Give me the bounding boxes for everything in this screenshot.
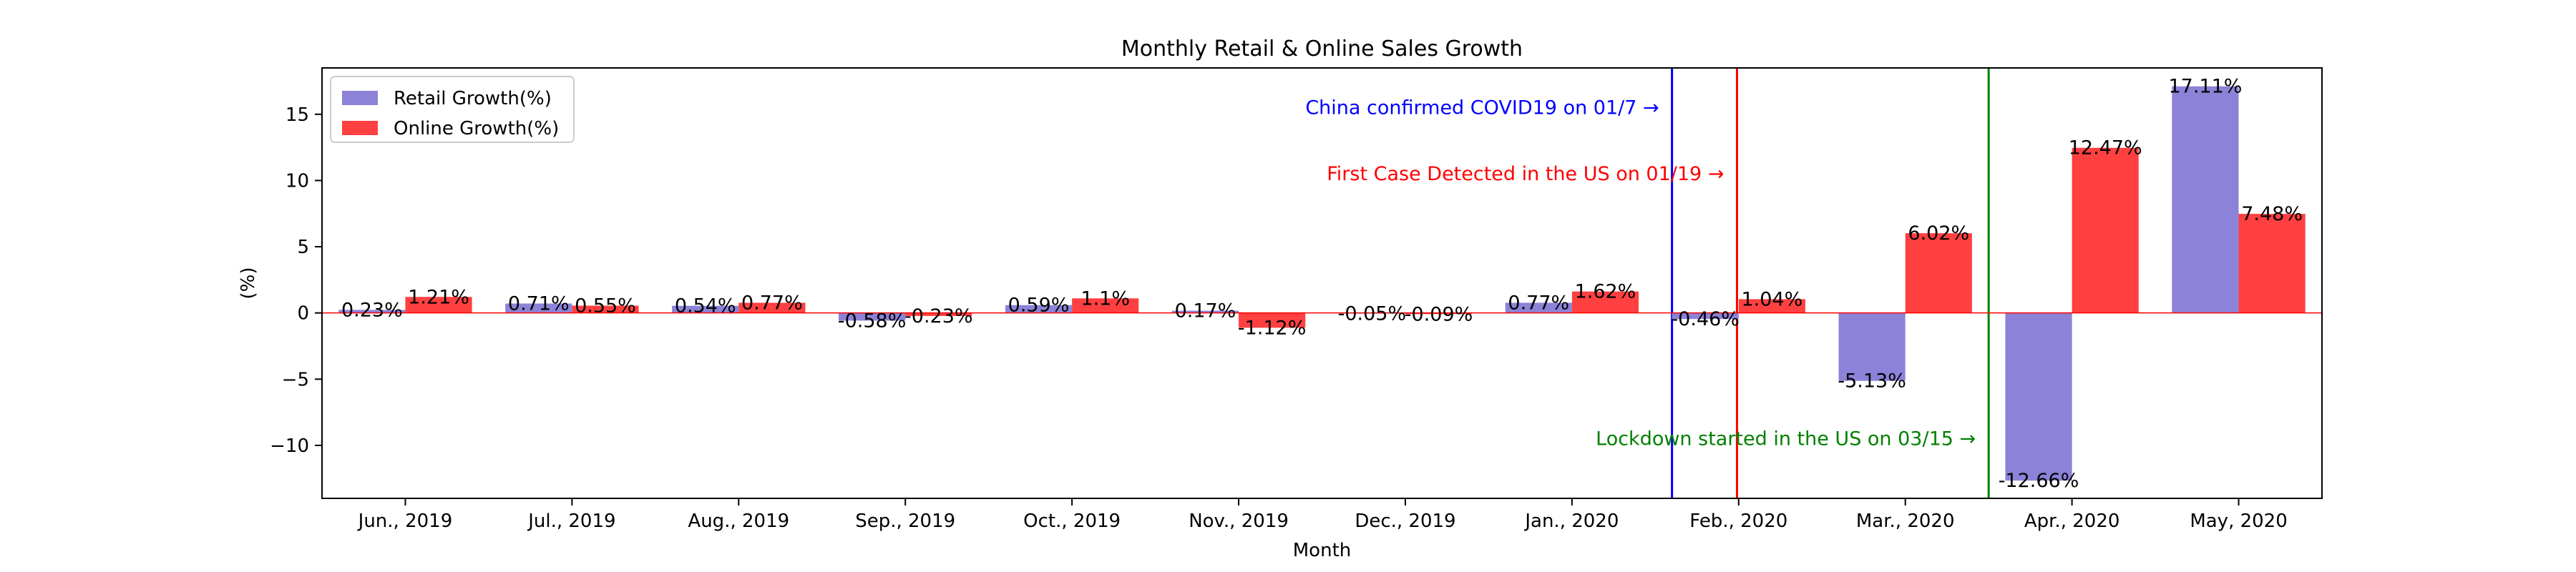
bar-retail-3 xyxy=(672,305,739,313)
bar-online-6 xyxy=(1239,312,1306,328)
x-tick-label: Apr., 2020 xyxy=(2024,511,2120,532)
bar-label-retail-3: 0.54% xyxy=(675,295,736,317)
bar-label-retail-1: 0.23% xyxy=(341,299,403,321)
y-axis-label: (%) xyxy=(238,267,259,300)
x-tick-label: Mar., 2020 xyxy=(1856,511,1955,532)
bar-online-1 xyxy=(405,297,472,313)
bar-label-retail-8: 0.77% xyxy=(1508,292,1569,314)
bar-online-5 xyxy=(1072,298,1139,313)
y-tick-label: −10 xyxy=(270,435,309,457)
bar-label-online-4: -0.23% xyxy=(904,305,973,327)
x-tick-label: Sep., 2019 xyxy=(855,511,955,532)
bar-retail-1 xyxy=(338,310,406,313)
bar-retail-5 xyxy=(1005,305,1073,313)
x-tick-label: Dec., 2019 xyxy=(1355,511,1455,532)
bar-retail-9 xyxy=(1672,312,1739,320)
y-tick-label: 5 xyxy=(297,237,309,258)
bar-online-8 xyxy=(1571,291,1639,313)
legend-swatch-2 xyxy=(342,121,378,135)
bars-group xyxy=(338,86,2306,481)
bar-retail-4 xyxy=(839,312,906,321)
x-tick-label: Nov., 2019 xyxy=(1189,511,1289,532)
bar-online-12 xyxy=(2238,214,2306,313)
bar-label-online-5: 1.1% xyxy=(1080,287,1130,310)
bar-label-online-7: -0.09% xyxy=(1405,303,1473,325)
legend: Retail Growth(%) Online Growth(%) xyxy=(330,76,575,143)
bar-label-retail-9: -0.46% xyxy=(1671,308,1740,330)
annotation-lines xyxy=(1671,68,1990,498)
y-tick-label: −5 xyxy=(282,369,309,390)
bar-retail-6 xyxy=(1171,310,1239,313)
bar-online-3 xyxy=(738,302,806,313)
bar-label-online-8: 1.62% xyxy=(1575,281,1636,303)
chart-title: Monthly Retail & Online Sales Growth xyxy=(1121,36,1523,61)
bar-online-11 xyxy=(2072,147,2139,313)
bar-online-7 xyxy=(1405,312,1473,315)
x-tick-label: Jan., 2020 xyxy=(1523,511,1619,532)
bar-online-4 xyxy=(905,312,972,316)
annotation-text-3: Lockdown started in the US on 03/15 → xyxy=(1596,428,1976,450)
x-tick-label: Aug., 2019 xyxy=(688,511,789,532)
bar-label-retail-4: -0.58% xyxy=(838,310,907,332)
annotation-texts: China confirmed COVID19 on 01/7 → First C… xyxy=(1305,97,1976,450)
y-tick-label: 0 xyxy=(297,303,309,325)
bar-retail-10 xyxy=(1838,312,1906,381)
x-tick-label: Feb., 2020 xyxy=(1689,511,1787,532)
bar-online-9 xyxy=(1738,299,1805,313)
bar-label-retail-11: -12.66% xyxy=(1999,470,2079,492)
bar-retail-8 xyxy=(1505,302,1572,313)
bar-online-10 xyxy=(1905,233,1972,313)
bar-label-online-9: 1.04% xyxy=(1741,288,1802,310)
x-axis-ticks: Jun., 2019 Jul., 2019 Aug., 2019 Sep., 2019… xyxy=(357,498,2288,532)
y-tick-label: 10 xyxy=(286,170,309,192)
bar-label-retail-6: 0.17% xyxy=(1175,300,1236,322)
legend-frame xyxy=(330,76,575,143)
x-tick-label: Jun., 2019 xyxy=(357,511,453,532)
bar-label-online-10: 6.02% xyxy=(1908,222,1969,245)
x-tick-label: Oct., 2019 xyxy=(1023,511,1121,532)
y-tick-label: 15 xyxy=(286,104,309,126)
bar-retail-12 xyxy=(2172,86,2239,313)
legend-label-2: Online Growth(%) xyxy=(394,118,559,139)
annotation-text-1: China confirmed COVID19 on 01/7 → xyxy=(1305,97,1659,119)
bar-label-retail-5: 0.59% xyxy=(1008,295,1070,317)
legend-swatch-1 xyxy=(342,91,378,105)
bar-label-retail-10: -5.13% xyxy=(1838,370,1906,393)
bar-label-online-12: 7.48% xyxy=(2241,203,2303,225)
bar-label-online-3: 0.77% xyxy=(741,292,803,314)
plot-frame xyxy=(321,67,2323,499)
legend-label-1: Retail Growth(%) xyxy=(394,88,552,109)
bar-label-online-6: -1.12% xyxy=(1238,317,1307,339)
y-axis-ticks: −10 −5 0 5 10 15 xyxy=(270,104,322,457)
x-tick-label: Jul., 2019 xyxy=(527,511,615,532)
bar-online-2 xyxy=(572,305,639,313)
bar-label-online-2: 0.55% xyxy=(575,295,636,317)
bar-labels-group: 0.23% 0.71% 0.54% -0.58% 0.59% 0.17% -0.05% 0.7… xyxy=(341,76,2303,492)
annotation-text-2: First Case Detected in the US on 01/19 → xyxy=(1327,163,1724,185)
bar-retail-11 xyxy=(2005,312,2072,481)
bar-label-retail-12: 17.11% xyxy=(2168,76,2242,98)
bar-label-retail-2: 0.71% xyxy=(508,293,570,315)
bar-retail-2 xyxy=(505,303,572,313)
bar-label-online-11: 12.47% xyxy=(2069,137,2142,159)
x-axis-label: Month xyxy=(1293,540,1352,561)
bar-label-retail-7: -0.05% xyxy=(1338,303,1407,325)
bar-label-online-1: 1.21% xyxy=(408,286,469,308)
x-tick-label: May, 2020 xyxy=(2190,511,2287,532)
